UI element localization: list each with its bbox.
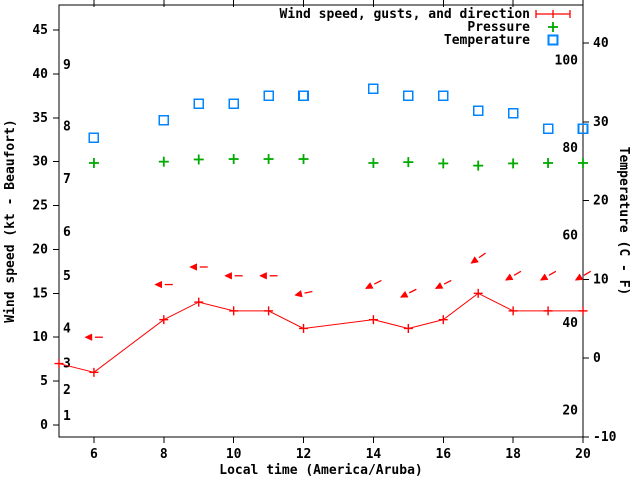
plot-border: [58, 4, 584, 438]
left-tick-label: 0: [40, 418, 48, 433]
x-axis: 6 8 10 12 14 16 18 20 Local time (America/Aruba): [90, 0, 591, 478]
right-tick-label: 0: [593, 351, 601, 366]
temperature-marker: [368, 83, 379, 95]
legend-label-wind: Wind speed, gusts, and direction: [280, 7, 530, 22]
left-tick-label: 25: [32, 199, 48, 214]
temperature-marker: [158, 114, 170, 126]
beaufort-label: 7: [63, 172, 71, 187]
gust-arrow-head: [259, 272, 267, 280]
x-tick-label: 16: [435, 447, 451, 462]
temperature-marker: [437, 90, 449, 102]
gust-arrow-head: [470, 256, 479, 264]
temperature-marker: [542, 123, 554, 135]
x-axis-title: Local time (America/Aruba): [219, 463, 423, 478]
temperature-marker: [298, 90, 309, 102]
temperature-marker: [403, 90, 414, 102]
gust-arrow-tail: [443, 279, 452, 285]
gust-arrow-head: [84, 333, 93, 341]
temperature-marker: [263, 90, 274, 102]
left-tick-label: 45: [32, 23, 48, 38]
x-tick-label: 20: [575, 447, 591, 462]
x-tick-label: 10: [226, 447, 242, 462]
left-tick-label: 30: [32, 155, 48, 170]
gust-arrow-head: [574, 273, 584, 281]
legend-sample-wind: [535, 10, 571, 18]
temperature-marker: [228, 98, 239, 109]
fahrenheit-label: 40: [562, 316, 578, 331]
gust-arrow-tail: [408, 288, 417, 294]
beaufort-label: 8: [63, 120, 71, 135]
left-axis-title: Wind speed (kt - Beaufort): [3, 119, 18, 323]
fahrenheit-label: 80: [562, 141, 578, 156]
beaufort-label: 4: [63, 321, 71, 336]
x-tick-label: 18: [505, 447, 521, 462]
beaufort-label: 2: [63, 383, 71, 398]
left-tick-label: 20: [32, 242, 48, 257]
gust-arrow-tail: [373, 279, 382, 285]
left-tick-label: 35: [32, 111, 48, 126]
beaufort-label: 5: [63, 269, 71, 284]
left-tick-label: 10: [32, 330, 48, 345]
gust-arrow-tail: [304, 290, 313, 294]
legend-sample-pressure: [548, 22, 558, 32]
right-axis: -10 0 10 20 30 40 20 40 60 80 100 Temperature (C - …: [555, 36, 631, 445]
fahrenheit-label: 20: [562, 404, 578, 419]
x-tick-label: 8: [160, 447, 168, 462]
right-tick-label: 30: [593, 115, 609, 130]
temperature-marker: [88, 132, 100, 143]
fahrenheit-label: 100: [555, 54, 579, 69]
beaufort-label: 9: [63, 58, 71, 73]
gust-arrow-head: [539, 273, 549, 281]
right-tick-label: -10: [593, 430, 617, 445]
beaufort-label: 6: [63, 225, 71, 240]
temperature-marker: [577, 123, 589, 135]
axes: [58, 4, 584, 438]
legend: Wind speed, gusts, and directionPressure…: [280, 7, 571, 48]
gust-arrow-head: [364, 282, 374, 289]
gust-arrow-head: [294, 290, 303, 298]
x-tick-label: 14: [366, 447, 382, 462]
left-tick-label: 5: [40, 374, 48, 389]
gust-arrow-tail: [548, 270, 557, 276]
pressure-series: [88, 154, 588, 171]
wind-speed-line: [58, 292, 583, 373]
gust-arrow-head: [224, 272, 232, 280]
temperature-marker: [193, 98, 205, 109]
right-tick-label: 10: [593, 272, 609, 287]
temperature-marker: [507, 107, 519, 119]
gust-arrow-tail: [478, 252, 486, 259]
gust-arrow-head: [504, 273, 514, 281]
beaufort-label: 3: [63, 357, 71, 372]
fahrenheit-label: 60: [562, 229, 578, 244]
right-tick-label: 40: [593, 36, 609, 51]
gust-arrow-head: [154, 280, 163, 289]
temperature-series: [88, 83, 589, 143]
temperature-marker: [472, 105, 484, 117]
left-tick-label: 15: [32, 286, 48, 301]
gust-arrow-head: [189, 263, 197, 271]
legend-label-pressure: Pressure: [467, 20, 530, 35]
legend-sample-temperature: [547, 34, 559, 46]
right-tick-label: 20: [593, 194, 609, 209]
gust-arrow-head: [399, 290, 409, 298]
wind-speed-series: [54, 288, 588, 377]
gust-arrow-head: [434, 282, 444, 289]
legend-label-temperature: Temperature: [444, 33, 530, 48]
gust-arrow-tail: [513, 270, 522, 276]
beaufort-label: 1: [63, 409, 71, 424]
right-axis-title: Temperature (C - F): [616, 147, 631, 296]
x-tick-label: 6: [90, 447, 98, 462]
x-tick-label: 12: [296, 447, 312, 462]
wind-gust-arrows: [84, 252, 592, 341]
gust-arrow-tail: [583, 270, 592, 276]
left-tick-label: 40: [32, 67, 48, 82]
